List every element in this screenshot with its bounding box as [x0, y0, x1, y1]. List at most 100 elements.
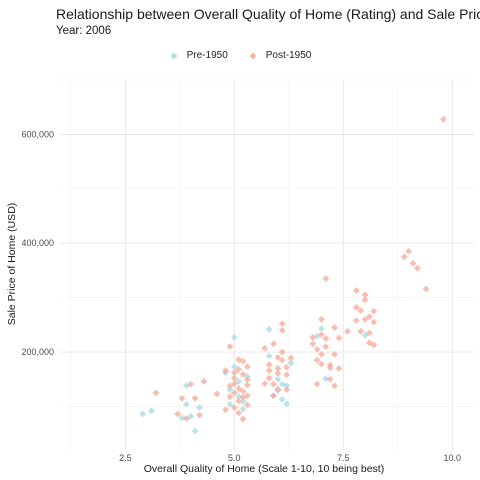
data-point	[239, 405, 247, 413]
y-tick-label: 200,000	[21, 347, 54, 357]
data-point	[366, 313, 373, 321]
data-point	[344, 327, 352, 335]
data-point	[357, 307, 365, 315]
data-point	[235, 366, 243, 373]
data-point	[139, 410, 147, 418]
data-point	[226, 386, 234, 394]
data-point	[309, 333, 317, 341]
data-point	[226, 382, 234, 390]
data-point	[274, 375, 282, 383]
data-point	[313, 345, 321, 353]
axis-ticks: 2.5 5.0 7.5 10.0 200,000 400,000 600,000	[21, 129, 461, 463]
data-point	[357, 327, 365, 335]
data-point	[230, 374, 238, 382]
data-point	[322, 375, 330, 383]
data-point	[243, 401, 251, 409]
data-point	[400, 253, 408, 261]
data-point	[226, 400, 234, 408]
data-point	[265, 361, 273, 368]
data-point	[235, 393, 243, 401]
data-point	[361, 316, 369, 323]
data-point	[182, 415, 190, 422]
data-point	[313, 356, 321, 364]
data-point	[200, 378, 208, 385]
data-point	[152, 389, 160, 397]
data-point	[230, 363, 238, 371]
legend-label: Pre-1950	[186, 50, 228, 61]
data-point	[239, 387, 247, 395]
data-point	[278, 326, 286, 334]
data-point	[413, 264, 421, 272]
data-point	[148, 407, 155, 415]
data-point	[287, 359, 295, 367]
y-tick-label: 400,000	[21, 238, 54, 248]
data-point	[191, 427, 199, 435]
data-point	[361, 291, 369, 299]
data-point	[265, 367, 273, 374]
data-point	[230, 369, 238, 377]
data-point	[278, 320, 286, 328]
data-point	[243, 363, 251, 371]
data-point	[274, 364, 282, 372]
data-point	[331, 324, 338, 331]
data-point	[352, 287, 360, 294]
data-point	[274, 369, 282, 377]
data-point	[409, 259, 417, 267]
data-point	[370, 318, 378, 326]
data-points	[139, 115, 447, 435]
data-point	[196, 404, 203, 411]
data-point	[187, 412, 195, 420]
data-point	[230, 404, 238, 411]
data-point	[335, 334, 343, 342]
data-point	[178, 394, 186, 402]
data-point	[283, 371, 291, 379]
data-point	[440, 115, 447, 123]
data-point	[239, 357, 247, 365]
data-point	[326, 375, 334, 383]
data-point	[326, 361, 334, 369]
data-point	[230, 333, 238, 341]
data-point	[222, 367, 229, 374]
legend-label: Post-1950	[265, 50, 312, 61]
x-tick-label: 2.5	[119, 453, 132, 463]
chart-title: Relationship between Overall Quality of …	[56, 6, 480, 22]
data-point	[318, 331, 325, 339]
series-post-1950	[152, 115, 447, 423]
data-point	[335, 364, 343, 372]
data-point	[278, 356, 286, 364]
data-point	[235, 397, 243, 405]
legend-key-icon	[249, 52, 257, 59]
data-point	[278, 395, 286, 403]
data-point	[313, 332, 321, 340]
data-point	[322, 343, 330, 351]
data-point	[239, 398, 247, 405]
data-point	[191, 394, 199, 402]
data-point	[322, 275, 330, 283]
data-point	[196, 411, 203, 419]
gridlines	[60, 79, 474, 450]
data-point	[270, 340, 277, 348]
data-point	[274, 385, 282, 393]
legend-key-icon	[170, 52, 178, 59]
data-point	[265, 374, 273, 382]
data-point	[226, 343, 234, 351]
data-point	[213, 390, 221, 398]
data-point	[182, 400, 190, 408]
data-point	[274, 354, 282, 361]
data-point	[187, 380, 195, 388]
data-point	[226, 393, 234, 401]
x-axis-title: Overall Quality of Home (Scale 1-10, 10 …	[144, 463, 384, 475]
data-point	[235, 385, 243, 392]
data-point	[235, 409, 243, 417]
chart-legend: Pre-1950 Post-1950	[0, 50, 480, 61]
data-point	[318, 350, 325, 358]
data-point	[222, 406, 229, 414]
legend-item: Pre-1950	[169, 50, 228, 61]
data-point	[370, 341, 378, 349]
data-point	[422, 285, 430, 293]
data-point	[278, 348, 286, 356]
data-point	[243, 381, 251, 389]
data-point	[331, 350, 338, 358]
data-point	[309, 340, 317, 348]
